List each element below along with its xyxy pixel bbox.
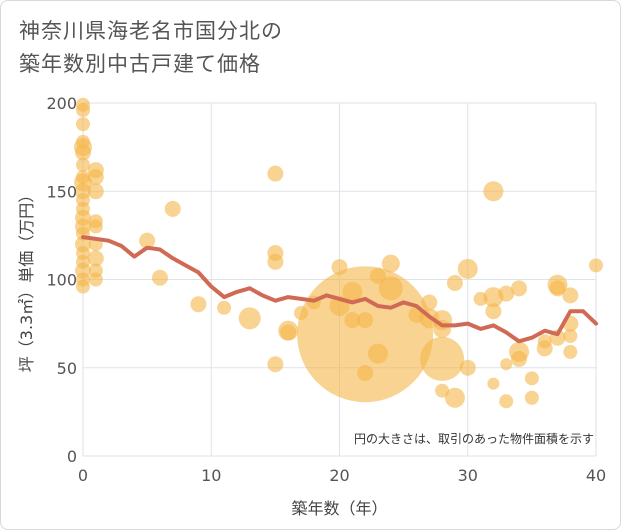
data-bubble: [76, 279, 90, 294]
size-note: 円の大きさは、取引のあった物件面積を示す: [354, 431, 594, 446]
data-bubble: [421, 294, 438, 311]
data-bubble: [297, 266, 434, 403]
data-bubble: [511, 280, 528, 297]
data-bubble: [511, 350, 528, 367]
y-axis-title: 坪（3.3㎡）単価（万円）: [17, 187, 36, 372]
data-bubble: [563, 344, 578, 359]
data-bubble: [267, 165, 284, 182]
data-bubble: [500, 358, 513, 371]
y-tick-label: 200: [46, 94, 77, 113]
data-bubble: [139, 232, 156, 249]
x-axis-title: 築年数（年）: [291, 499, 387, 518]
data-bubble: [549, 280, 566, 297]
data-bubble: [483, 181, 504, 202]
data-bubble: [280, 324, 297, 341]
data-bubble: [369, 267, 386, 284]
data-bubble: [190, 296, 207, 313]
data-bubble: [357, 365, 374, 382]
data-bubble: [87, 250, 104, 267]
data-bubble: [238, 307, 261, 330]
y-axis-ticks: 0 50 100 150 200: [46, 94, 77, 466]
data-bubble: [589, 258, 603, 273]
title-line-2: 築年数別中古戸建て価格: [19, 52, 261, 76]
data-bubble: [87, 169, 104, 186]
data-bubble: [499, 394, 514, 409]
x-axis-ticks: 0 10 20 30 40: [78, 466, 606, 485]
y-tick-label: 0: [67, 447, 77, 466]
data-bubble: [457, 258, 478, 279]
x-tick-label: 0: [78, 466, 88, 485]
data-bubble: [524, 390, 539, 405]
data-bubble: [76, 103, 90, 118]
data-bubble: [487, 377, 500, 390]
data-bubble: [459, 359, 476, 376]
data-bubble: [563, 328, 578, 343]
data-bubble: [87, 183, 104, 200]
data-bubble: [498, 285, 515, 302]
data-bubble: [164, 200, 181, 217]
data-bubble: [217, 300, 232, 315]
data-bubble: [524, 371, 539, 386]
x-tick-label: 20: [329, 466, 349, 485]
data-bubble: [485, 303, 502, 320]
data-bubble: [378, 276, 403, 301]
y-tick-label: 100: [46, 271, 77, 290]
chart-title: 神奈川県海老名市国分北の 築年数別中古戸建て価格: [19, 15, 283, 81]
title-line-1: 神奈川県海老名市国分北の: [19, 19, 283, 43]
x-tick-label: 30: [458, 466, 478, 485]
data-bubble: [151, 269, 168, 286]
data-bubble: [562, 287, 579, 304]
data-bubble: [88, 219, 103, 234]
y-tick-label: 150: [46, 182, 77, 201]
x-tick-label: 40: [586, 466, 606, 485]
x-tick-label: 10: [201, 466, 221, 485]
data-bubble: [446, 275, 463, 292]
data-bubble: [381, 254, 400, 273]
data-bubble: [420, 336, 465, 381]
data-bubble: [267, 253, 284, 270]
data-bubble: [367, 343, 388, 364]
data-bubble: [76, 117, 90, 132]
data-bubble: [267, 356, 284, 373]
bubble-layer: [74, 97, 603, 409]
data-bubble: [537, 334, 552, 349]
data-bubble: [75, 144, 91, 161]
data-bubble: [76, 157, 90, 172]
data-bubble: [88, 272, 103, 287]
data-bubble: [444, 387, 465, 408]
y-tick-label: 50: [57, 359, 77, 378]
trend-line: [81, 235, 598, 344]
